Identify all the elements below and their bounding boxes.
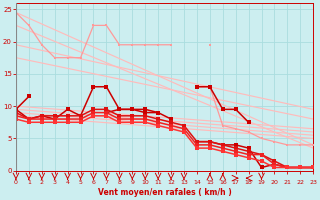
X-axis label: Vent moyen/en rafales ( km/h ): Vent moyen/en rafales ( km/h ) — [98, 188, 231, 197]
